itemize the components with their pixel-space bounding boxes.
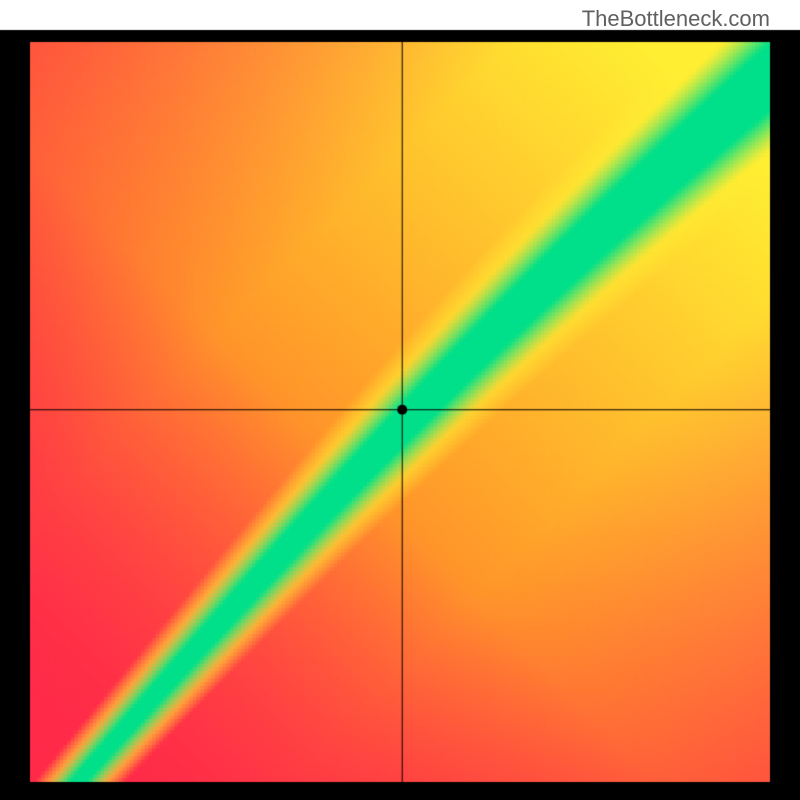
- watermark-text: TheBottleneck.com: [582, 6, 770, 32]
- chart-container: TheBottleneck.com: [0, 0, 800, 800]
- bottleneck-heatmap: [0, 0, 800, 800]
